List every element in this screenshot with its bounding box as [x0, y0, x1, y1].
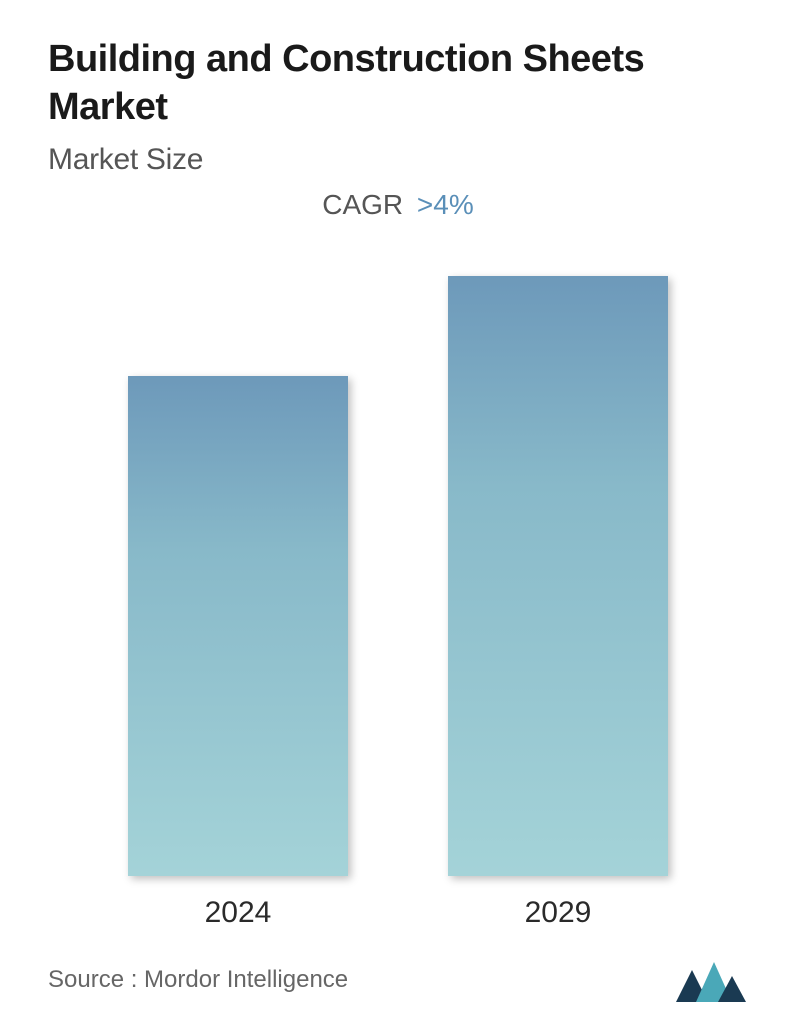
source-text: Source : Mordor Intelligence: [48, 966, 348, 994]
bar-0: [128, 376, 348, 876]
chart-container: Building and Construction Sheets Market …: [0, 0, 796, 1034]
bar-1: [448, 276, 668, 876]
footer: Source : Mordor Intelligence: [48, 958, 748, 1014]
page-title: Building and Construction Sheets Market: [48, 36, 748, 131]
bar-group-1: 2029: [448, 276, 668, 930]
bar-label-0: 2024: [205, 896, 272, 930]
cagr-label: CAGR: [322, 189, 403, 220]
bar-group-0: 2024: [128, 376, 348, 930]
cagr-value: >4%: [417, 189, 474, 220]
bar-label-1: 2029: [525, 896, 592, 930]
cagr-line: CAGR >4%: [48, 189, 748, 221]
logo-icon: [676, 958, 748, 1002]
page-subtitle: Market Size: [48, 143, 748, 177]
chart-area: 2024 2029: [48, 261, 748, 930]
